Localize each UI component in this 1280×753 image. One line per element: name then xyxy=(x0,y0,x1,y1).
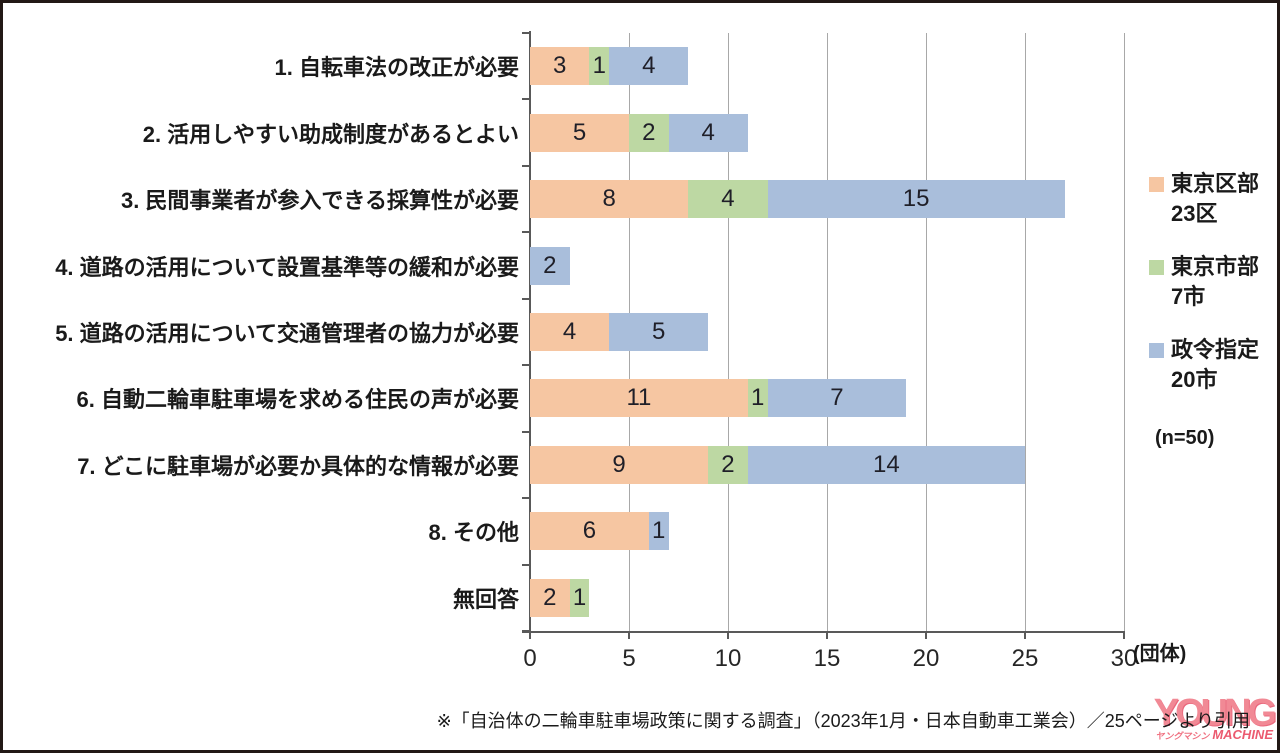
category-label: 2. 活用しやすい助成制度があるとよい xyxy=(142,121,519,147)
gridline xyxy=(925,33,927,631)
x-axis-tick xyxy=(529,631,531,639)
x-axis-tick-label: 25 xyxy=(1011,645,1039,672)
bar-segment: 4 xyxy=(688,180,768,219)
bar-segment: 2 xyxy=(530,578,570,617)
legend-swatch-blue xyxy=(1149,342,1164,358)
y-axis-tick xyxy=(522,630,530,632)
bar-segment: 2 xyxy=(708,445,748,484)
x-axis-line xyxy=(522,631,1124,633)
category-label: 6. 自動二輪車駐車場を求める住民の声が必要 xyxy=(76,387,519,413)
bar-segment: 15 xyxy=(767,180,1065,219)
gridline xyxy=(727,33,729,631)
bar-segment: 4 xyxy=(609,47,689,86)
citation-text: ※「自治体の二輪車駐車場政策に関する調査」（2023年1月・日本自動車工業会）／… xyxy=(436,711,1250,731)
x-axis-tick xyxy=(628,631,630,639)
y-axis-tick xyxy=(522,364,530,367)
gridline xyxy=(1123,33,1125,631)
y-axis-tick xyxy=(522,231,530,234)
y-axis-tick xyxy=(522,32,530,34)
bar-segment: 4 xyxy=(530,313,610,351)
bar-segment: 3 xyxy=(530,47,590,86)
legend-swatch-orange xyxy=(1149,176,1164,192)
x-axis-tick-label: 5 xyxy=(622,645,636,672)
bar-segment: 4 xyxy=(668,113,748,152)
bar-segment: 8 xyxy=(530,180,689,219)
bar-segment: 1 xyxy=(747,379,768,418)
bar-segment: 9 xyxy=(530,445,709,484)
bar-segment: 7 xyxy=(767,379,907,418)
category-label: 4. 道路の活用について設置基準等の緩和が必要 xyxy=(55,254,519,280)
gridline xyxy=(1024,33,1026,631)
x-axis-tick xyxy=(1024,631,1026,639)
bar-segment: 14 xyxy=(747,445,1025,484)
y-axis-tick xyxy=(522,563,530,566)
x-axis-tick-label: 0 xyxy=(523,645,537,672)
legend: 東京区部 23区 東京市部 7市 政令指定 20市 xyxy=(1149,169,1277,418)
legend-label-line2: 20市 xyxy=(1171,367,1218,392)
bar-segment: 6 xyxy=(530,512,649,551)
legend-label: 東京市部 xyxy=(1171,254,1260,279)
bar-segment: 1 xyxy=(589,47,610,86)
legend-swatch-green xyxy=(1149,259,1164,275)
y-axis-tick xyxy=(522,297,530,300)
x-axis-tick-label: 30 xyxy=(1110,645,1138,672)
legend-label-line2: 23区 xyxy=(1171,201,1218,226)
x-axis-tick-label: 10 xyxy=(714,645,742,672)
legend-label: 政令指定 xyxy=(1171,337,1260,362)
bar-segment: 1 xyxy=(648,512,669,551)
x-axis-tick xyxy=(925,631,927,639)
x-axis-tick-label: 20 xyxy=(912,645,940,672)
young-machine-watermark: YOUNG ヤングマシン MACHINE xyxy=(1143,692,1277,742)
plot-area: 0 5 10 15 20 25 30 1. 自転車法の改正が必要 2. 活用しやすい助成制度があ… xyxy=(3,3,1277,750)
y-axis-tick xyxy=(522,164,530,167)
bar-segment: 5 xyxy=(609,313,709,351)
category-label: 7. どこに駐車場が必要か具体的な情報が必要 xyxy=(77,453,519,479)
x-axis-tick xyxy=(1123,631,1125,639)
category-label: 8. その他 xyxy=(428,520,519,546)
legend-label: 東京区部 xyxy=(1171,171,1260,196)
sample-size-note: (n=50) xyxy=(1155,427,1215,449)
x-axis-tick xyxy=(826,631,828,639)
y-axis-tick xyxy=(522,98,530,101)
x-axis-tick-label: 15 xyxy=(813,645,841,672)
watermark-subline: ヤングマシン MACHINE xyxy=(1143,727,1273,742)
legend-item-tokyo-shibu: 東京市部 7市 xyxy=(1149,252,1277,312)
bar-segment: 2 xyxy=(530,246,570,285)
gridline xyxy=(826,33,828,631)
bar-segment: 1 xyxy=(569,578,590,617)
category-label: 無回答 xyxy=(452,586,519,612)
legend-item-seirei-shitei: 政令指定 20市 xyxy=(1149,335,1277,395)
x-axis-unit-label: (団体) xyxy=(1133,643,1187,665)
legend-label-line2: 7市 xyxy=(1171,284,1206,309)
watermark-young-text: YOUNG xyxy=(1153,692,1277,734)
y-axis-tick xyxy=(522,430,530,433)
legend-item-tokyo-kubu: 東京区部 23区 xyxy=(1149,169,1277,229)
bar-segment: 11 xyxy=(530,379,748,418)
x-axis-tick xyxy=(727,631,729,639)
category-label: 3. 民間事業者が参入できる採算性が必要 xyxy=(120,188,519,214)
bar-segment: 2 xyxy=(629,113,669,152)
category-label: 5. 道路の活用について交通管理者の協力が必要 xyxy=(55,320,519,346)
y-axis-tick xyxy=(522,497,530,500)
category-label: 1. 自転車法の改正が必要 xyxy=(274,55,519,81)
bar-segment: 5 xyxy=(530,113,629,152)
watermark-machine-text: MACHINE xyxy=(1212,727,1273,742)
watermark-kana-text: ヤングマシン xyxy=(1155,731,1210,741)
